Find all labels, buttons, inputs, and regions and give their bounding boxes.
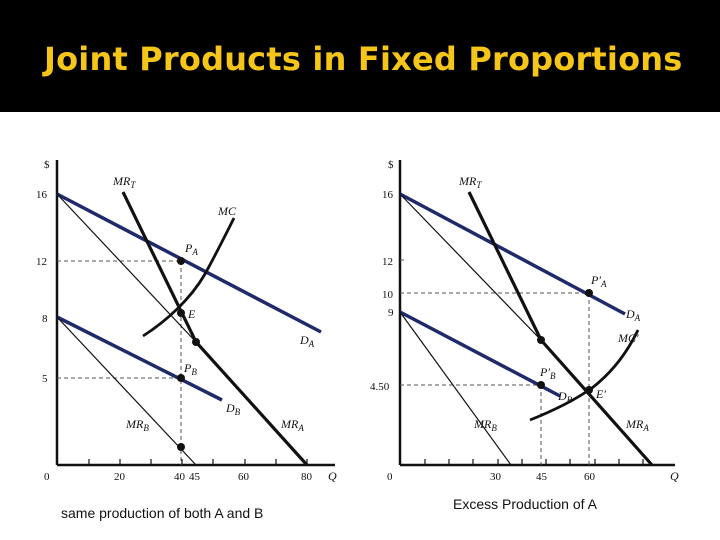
label-mc: MC′ [617,331,639,345]
point-e [585,386,593,394]
slide-title: Joint Products in Fixed Proportions [44,40,683,78]
x-tick-20: 20 [114,471,126,483]
mr-total-curve [121,191,309,467]
right-caption: Excess Production of A [453,496,597,512]
label-db: DB [225,401,241,417]
x-tick-40: 40 [174,471,186,483]
x-tick-30: 30 [490,471,502,483]
label-e: E [187,307,196,321]
guide-lines [57,260,182,465]
x-label-q: Q [328,469,337,483]
y-tick-16: 16 [382,189,394,201]
label-da: DA [625,307,641,323]
label-pb: P′B [539,365,556,381]
y-tick-12: 12 [382,256,393,268]
x-tick-0: 0 [44,471,50,483]
x-tick-60: 60 [584,471,596,483]
label-mra: MRA [625,417,649,433]
x-tick-45: 45 [189,471,201,483]
point-pa [177,257,185,265]
x-tick-0: 0 [387,471,393,483]
demand-curve-b [399,310,561,398]
label-pa: PA [184,241,198,257]
y-tick-16: 16 [36,189,48,201]
label-mra: MRA [280,417,304,433]
y-tick-10: 10 [382,289,394,301]
point-mrb [177,443,185,451]
left-graph: $ 16 12 8 5 0 20 40 45 60 80 Q MRT MC PA… [36,159,337,483]
y-label-dollar: $ [388,159,394,171]
x-tick-45: 45 [536,471,548,483]
point-kink [537,336,545,344]
title-bar [0,0,720,112]
label-mrt: MRT [458,174,482,190]
right-graph: $ 16 12 10 9 4.50 0 30 45 60 Q MRT P′A D… [370,159,679,483]
mr-b-line [56,316,197,466]
point-pa [585,289,593,297]
y-tick-5: 5 [42,373,48,385]
demand-curve-b [56,315,223,402]
point-e [177,309,185,317]
label-mrt: MRT [112,174,136,190]
y-tick-12: 12 [36,256,47,268]
mr-a-line [399,193,542,341]
x-tick-marks [424,459,644,465]
label-pa: P′A [590,273,607,289]
mr-a-line [56,193,197,343]
y-label-dollar: $ [44,159,50,171]
label-e: E′ [595,387,606,401]
point-kink [192,338,200,346]
x-tick-80: 80 [301,471,313,483]
y-tick-8: 8 [42,313,48,325]
y-tick-4-50: 4.50 [370,381,390,393]
label-db: DB [557,389,573,405]
point-pb [537,381,545,389]
point-pb [177,374,185,382]
x-label-q: Q [670,469,679,483]
y-tick-9: 9 [388,307,394,319]
label-mc: MC [217,204,237,218]
label-mrb: MRB [473,417,497,433]
demand-curve-a [56,192,322,334]
left-caption: same production of both A and B [61,505,264,521]
x-tick-60: 60 [238,471,250,483]
mc-curve [142,217,236,338]
mr-b-line [399,311,512,466]
label-da: DA [299,333,315,349]
label-mrb: MRB [125,417,149,433]
guide-lines [400,259,590,465]
label-pb: PB [183,361,197,377]
